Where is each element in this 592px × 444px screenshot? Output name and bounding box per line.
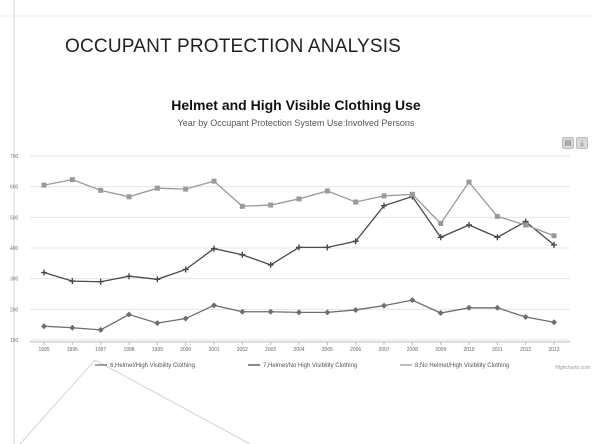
data-point <box>126 194 132 200</box>
data-point <box>211 245 217 252</box>
x-tick-label: 2004 <box>293 347 304 353</box>
legend-label: 8,No Helmet/High Visibility Clothing <box>415 363 509 369</box>
data-point <box>154 320 161 327</box>
data-point <box>438 220 444 226</box>
x-tick-label: 2005 <box>322 347 333 353</box>
legend-label: 7,Helmet/No High Visibility Clothing <box>263 363 357 369</box>
legend-item-1[interactable]: 6,Helmet/High Visibility Clothing <box>95 363 195 369</box>
x-tick-label: 2000 <box>180 347 191 353</box>
data-point <box>353 199 359 205</box>
x-tick-label: 2010 <box>463 347 474 353</box>
y-tick-label: 400 <box>10 246 19 252</box>
data-point <box>268 202 274 208</box>
data-point <box>551 319 557 326</box>
data-point <box>69 324 76 331</box>
data-point <box>239 251 246 258</box>
x-tick-label: 2009 <box>435 347 446 353</box>
data-point <box>324 244 331 251</box>
y-tick-label: 300 <box>10 277 19 283</box>
data-point <box>296 309 302 316</box>
x-tick-label: 2003 <box>265 347 276 353</box>
x-tick-label: 1999 <box>152 347 163 353</box>
x-tick-label: 2006 <box>350 347 361 353</box>
data-point <box>211 178 217 184</box>
data-point <box>267 308 274 315</box>
data-point <box>296 244 302 251</box>
x-tick-label: 2002 <box>237 347 248 353</box>
data-point <box>551 241 557 248</box>
data-point <box>409 191 415 197</box>
series-line-2 <box>43 195 555 283</box>
data-point <box>154 185 160 191</box>
data-point <box>466 304 472 311</box>
chart-credits[interactable]: Highcharts.com <box>555 365 590 371</box>
y-tick-label: 600 <box>10 185 19 191</box>
data-point <box>97 278 104 285</box>
data-point <box>183 186 189 192</box>
data-point <box>409 297 416 304</box>
data-point <box>41 182 47 188</box>
download-icon[interactable]: ⤓ <box>576 137 588 149</box>
data-point <box>494 304 501 311</box>
data-point <box>41 269 47 276</box>
x-tick-label: 1995 <box>38 347 49 353</box>
x-tick-label: 2007 <box>378 347 389 353</box>
x-tick-label: 2012 <box>520 347 531 353</box>
chart-subtitle: Year by Occupant Protection System Use:I… <box>177 118 415 128</box>
data-point <box>182 315 189 322</box>
data-point <box>154 276 161 283</box>
data-point <box>98 187 104 193</box>
x-tick-label: 2013 <box>548 347 559 353</box>
y-tick-label: 500 <box>10 215 19 221</box>
y-tick-label: 700 <box>10 154 19 160</box>
data-point <box>466 179 472 185</box>
data-point <box>523 222 529 228</box>
data-point <box>126 311 132 318</box>
x-tick-label: 1998 <box>123 347 134 353</box>
x-tick-label: 1997 <box>95 347 106 353</box>
data-point <box>211 302 217 309</box>
data-point <box>494 213 500 219</box>
data-point <box>466 222 472 228</box>
data-point <box>352 306 359 313</box>
printer-icon[interactable]: ▤ <box>562 137 574 149</box>
y-tick-label: 200 <box>10 307 19 313</box>
legend-label: 6,Helmet/High Visibility Clothing <box>110 363 195 369</box>
x-tick-label: 1996 <box>67 347 78 353</box>
data-point <box>437 310 444 317</box>
data-point <box>551 233 557 239</box>
data-point <box>239 203 245 209</box>
data-point <box>69 177 75 183</box>
x-tick-label: 2011 <box>492 347 503 353</box>
data-point <box>296 196 302 202</box>
data-point <box>352 238 359 245</box>
data-point <box>97 326 104 333</box>
data-point <box>41 323 47 330</box>
y-tick-label: 100 <box>10 338 19 344</box>
series-line-3 <box>43 178 555 237</box>
data-point <box>381 302 387 309</box>
legend-item-2[interactable]: 7,Helmet/No High Visibility Clothing <box>248 363 357 369</box>
chart-title: Helmet and High Visible Clothing Use <box>171 97 421 113</box>
x-tick-label: 2008 <box>407 347 418 353</box>
data-point <box>522 314 529 320</box>
slide-title: OCCUPANT PROTECTION ANALYSIS <box>65 36 402 57</box>
data-point <box>381 202 387 209</box>
export-toolbar: ▤ ⤓ <box>562 137 588 149</box>
data-point <box>324 309 331 316</box>
data-point <box>69 278 76 285</box>
legend-item-3[interactable]: 8,No Helmet/High Visibility Clothing <box>400 363 509 369</box>
data-point <box>381 193 387 199</box>
x-tick-label: 2001 <box>208 347 219 353</box>
data-point <box>437 234 444 241</box>
data-point <box>494 234 501 241</box>
data-point <box>324 188 330 194</box>
data-point <box>182 266 189 273</box>
data-point <box>267 261 274 268</box>
data-point <box>239 308 246 315</box>
data-point <box>126 273 132 280</box>
